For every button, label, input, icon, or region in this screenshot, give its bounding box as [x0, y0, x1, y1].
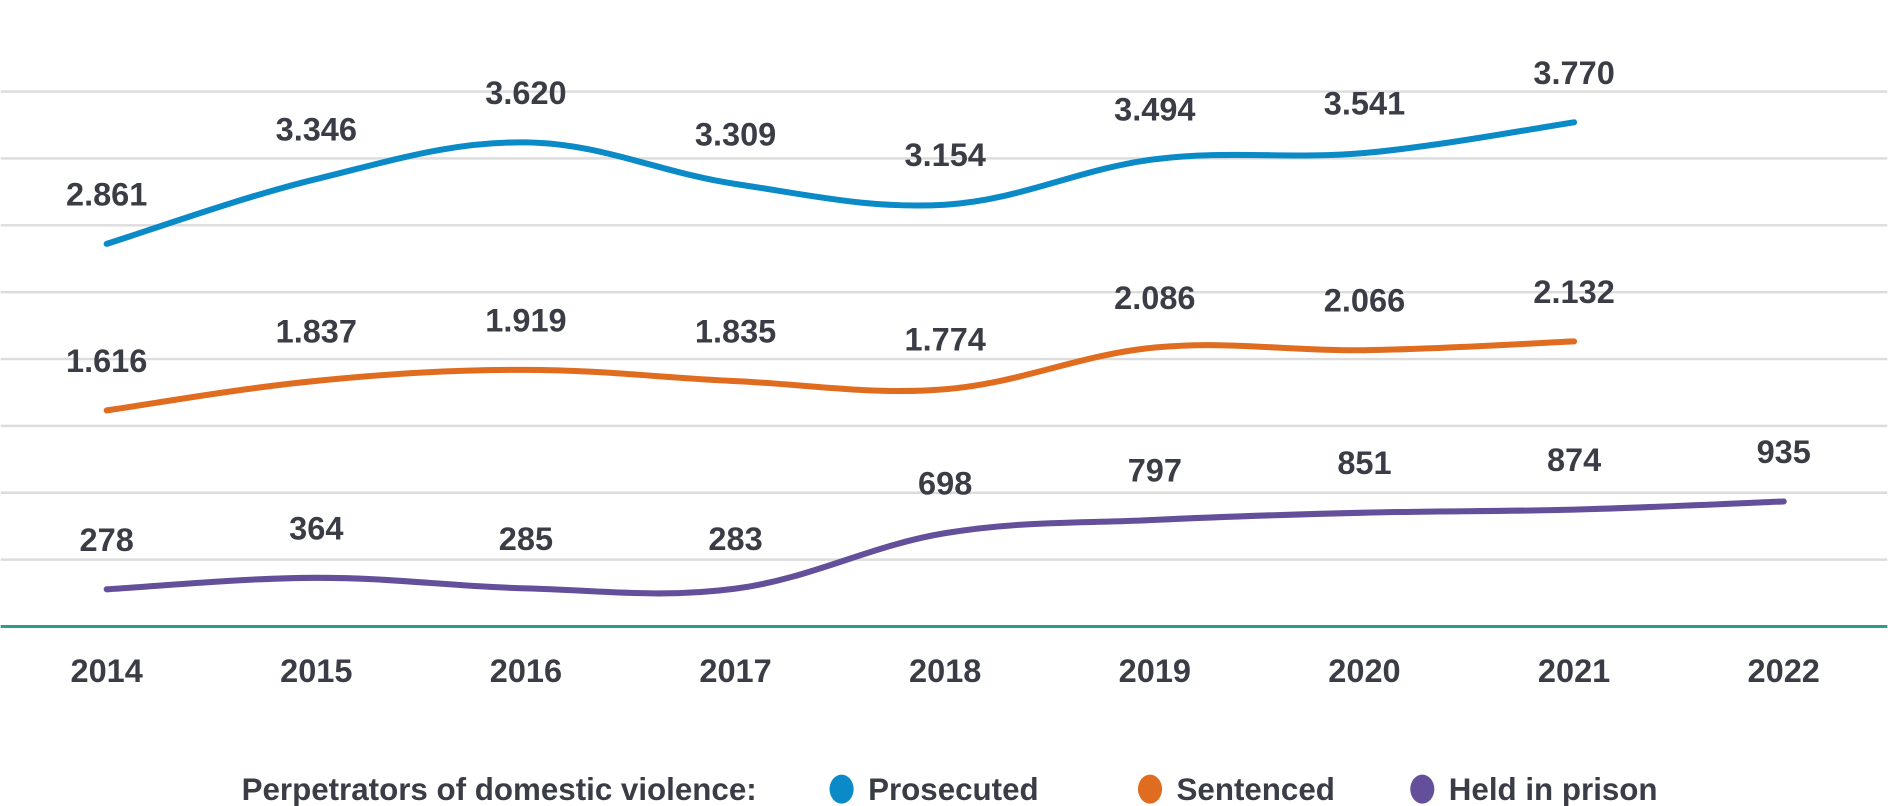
- data-label: 1.835: [695, 314, 776, 350]
- data-label: 2.086: [1114, 280, 1195, 316]
- data-label: 797: [1128, 452, 1182, 488]
- legend: Perpetrators of domestic violence: Prose…: [242, 772, 1658, 806]
- legend-marker: [1410, 774, 1435, 804]
- data-labels: 2.861 3.346 3.620 3.309 3.154 3.494 3.541 3.770…: [66, 55, 1811, 558]
- legend-label: Prosecuted: [868, 772, 1039, 806]
- data-label: 3.770: [1533, 55, 1614, 91]
- data-label: 3.620: [485, 75, 566, 111]
- data-label: 285: [499, 521, 553, 557]
- data-label: 1.774: [905, 322, 986, 358]
- data-label: 3.309: [695, 116, 776, 152]
- data-label: 698: [918, 466, 972, 502]
- series-lines: [103, 119, 1787, 597]
- data-label: 364: [289, 510, 343, 546]
- x-tick-label: 2014: [71, 653, 143, 689]
- data-label: 1.837: [276, 313, 357, 349]
- data-label: 874: [1547, 442, 1601, 478]
- data-label: 3.154: [905, 137, 986, 173]
- data-label: 1.919: [485, 302, 566, 338]
- x-tick-label: 2020: [1328, 653, 1400, 689]
- data-label: 2.132: [1533, 274, 1614, 310]
- data-label: 278: [80, 522, 134, 558]
- x-tick-label: 2022: [1748, 653, 1820, 689]
- x-tick-label: 2019: [1119, 653, 1191, 689]
- data-label: 3.494: [1114, 92, 1195, 128]
- data-label: 1.616: [66, 343, 147, 379]
- series-line-sentenced: [103, 338, 1578, 414]
- data-label: 2.861: [66, 176, 147, 212]
- data-label: 283: [708, 521, 762, 557]
- series-line-held-in-prison: [103, 498, 1787, 597]
- x-axis-ticks: 2014 2015 2016 2017 2018 2019 2020 2021 2022: [71, 653, 1820, 689]
- legend-label: Sentenced: [1177, 772, 1335, 806]
- x-tick-label: 2016: [490, 653, 562, 689]
- x-tick-label: 2015: [280, 653, 352, 689]
- legend-marker: [1137, 774, 1163, 804]
- data-label: 3.346: [276, 111, 357, 147]
- legend-title: Perpetrators of domestic violence:: [242, 772, 757, 806]
- x-tick-label: 2018: [909, 653, 981, 689]
- series-line-prosecuted: [103, 119, 1578, 247]
- x-tick-label: 2017: [699, 653, 771, 689]
- data-label: 851: [1337, 445, 1391, 481]
- legend-marker: [829, 774, 854, 804]
- data-label: 935: [1757, 434, 1811, 470]
- legend-label: Held in prison: [1449, 772, 1658, 806]
- gridlines: [0, 90, 1888, 628]
- x-tick-label: 2021: [1538, 653, 1610, 689]
- data-label: 2.066: [1324, 283, 1405, 319]
- data-label: 3.541: [1324, 85, 1405, 121]
